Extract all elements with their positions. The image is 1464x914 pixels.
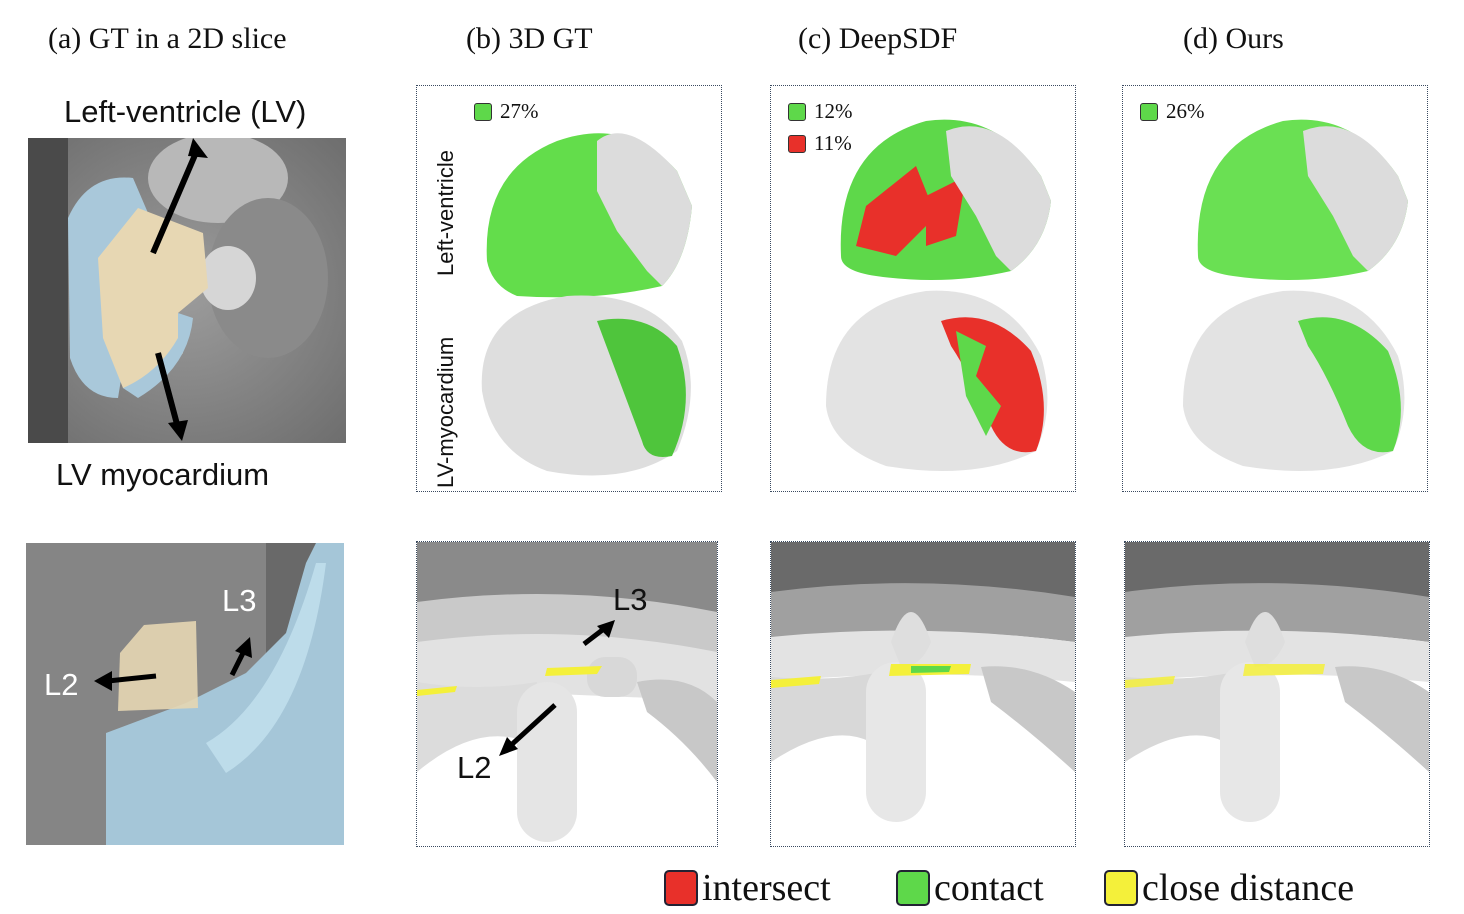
deepsdf-contact-value: 12%: [814, 99, 853, 123]
ours-contact-percent: 26%: [1140, 99, 1205, 124]
spine-label-l3: L3: [613, 582, 648, 617]
label-lv-myocardium: LV myocardium: [56, 457, 270, 492]
row-label-left-ventricle: Left-ventricle: [433, 150, 458, 276]
ct-spine-slice-image: L2 L3: [26, 543, 344, 845]
column-title-c: (c) DeepSDF: [798, 22, 958, 55]
legend-close-swatch: [1104, 870, 1138, 906]
gt-spine-panel: L3 L2: [416, 541, 718, 847]
ours-heart-panel: 26%: [1122, 85, 1428, 492]
slice-label-l2: L2: [44, 667, 79, 702]
deepsdf-spine-panel: [770, 541, 1076, 847]
legend-contact: contact: [896, 866, 1044, 910]
column-title-b: (b) 3D GT: [466, 22, 593, 55]
ours-contact-value: 26%: [1166, 99, 1205, 123]
deepsdf-heart-panel: 12% 11%: [770, 85, 1076, 492]
contact-swatch: [1140, 102, 1158, 121]
column-title-a: (a) GT in a 2D slice: [48, 22, 287, 55]
legend-intersect-swatch: [664, 870, 698, 906]
intersect-swatch: [788, 134, 806, 153]
ct-slice-image: [28, 138, 346, 443]
legend-intersect: intersect: [664, 866, 831, 910]
gt-contact-value: 27%: [500, 99, 539, 123]
row-label-lv-myocardium: LV-myocardium: [433, 336, 458, 488]
slice-label-l3: L3: [222, 583, 257, 618]
legend-close-distance: close distance: [1104, 866, 1354, 910]
deepsdf-intersect-value: 11%: [814, 131, 852, 155]
spine-label-l2: L2: [457, 750, 492, 785]
gt-contact-percent: 27%: [474, 99, 539, 124]
label-left-ventricle: Left-ventricle (LV): [64, 94, 307, 129]
column-title-d: (d) Ours: [1183, 22, 1284, 55]
gt-heart-panel: 27% Left-ventricle LV-myocardium: [416, 85, 722, 492]
deepsdf-intersect-percent: 11%: [788, 131, 852, 156]
legend-close-label: close distance: [1142, 867, 1355, 909]
contact-swatch: [474, 102, 492, 121]
legend-intersect-label: intersect: [702, 867, 831, 909]
legend-contact-swatch: [896, 870, 930, 906]
ours-spine-panel: [1124, 541, 1430, 847]
contact-swatch: [788, 102, 806, 121]
deepsdf-contact-percent: 12%: [788, 99, 853, 124]
legend-contact-label: contact: [934, 867, 1044, 909]
